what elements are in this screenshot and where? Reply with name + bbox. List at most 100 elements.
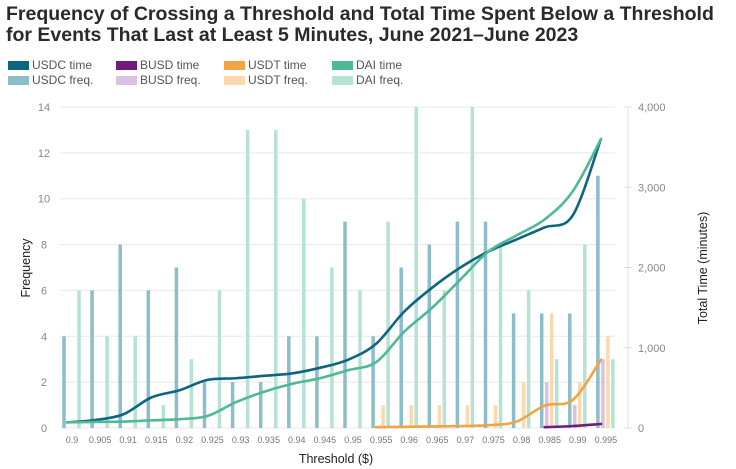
y-tick-label: 10 bbox=[38, 194, 50, 206]
legend-swatch bbox=[224, 75, 245, 85]
bar-usdc bbox=[596, 175, 600, 428]
bar-dai bbox=[611, 359, 615, 428]
y-tick-label: 12 bbox=[38, 148, 50, 160]
bar-usdc bbox=[62, 336, 66, 428]
bar-usdc bbox=[287, 336, 291, 428]
x-tick-label: 0.92 bbox=[176, 435, 194, 445]
line-dai-time bbox=[65, 137, 603, 424]
x-tick-label: 0.9 bbox=[66, 435, 79, 445]
x-tick-label: 0.955 bbox=[370, 435, 393, 445]
x-tick-label: 0.98 bbox=[513, 435, 531, 445]
legend-label: DAI time bbox=[356, 58, 403, 72]
bar-dai bbox=[217, 290, 222, 428]
bar-usdc bbox=[511, 313, 516, 428]
bar-usdc bbox=[427, 244, 432, 428]
bar-dai bbox=[583, 244, 587, 428]
legend-item: BUSD time bbox=[116, 58, 199, 72]
bar-usdt bbox=[381, 405, 385, 428]
bar-usdc bbox=[483, 221, 488, 428]
x-tick-label: 0.905 bbox=[89, 435, 112, 445]
y-tick-label: 4 bbox=[41, 331, 47, 343]
bar-usdc bbox=[146, 290, 151, 428]
legend-item: USDC time bbox=[8, 58, 92, 72]
y-tick-label: 2 bbox=[41, 377, 47, 389]
bar-busd bbox=[573, 405, 577, 428]
bar-usdc bbox=[539, 313, 544, 428]
legend-label: BUSD freq. bbox=[140, 73, 201, 87]
x-tick-label: 0.97 bbox=[457, 435, 475, 445]
bar-usdc bbox=[118, 244, 122, 428]
bar-usdt bbox=[606, 336, 610, 428]
bar-usdt bbox=[493, 405, 498, 428]
x-tick-label: 0.925 bbox=[201, 435, 224, 445]
legend-item: USDT freq. bbox=[224, 73, 308, 87]
x-tick-label: 0.935 bbox=[257, 435, 280, 445]
y2-tick-label: 3,000 bbox=[638, 182, 666, 194]
legend-item: USDC freq. bbox=[8, 73, 93, 87]
legend-label: USDT freq. bbox=[248, 73, 308, 87]
legend-swatch bbox=[116, 60, 137, 70]
bar-usdc bbox=[371, 336, 375, 428]
bar-dai bbox=[161, 405, 166, 428]
y2-axis-label: Total Time (minutes) bbox=[696, 212, 710, 325]
legend-swatch bbox=[224, 60, 245, 70]
bar-dai bbox=[273, 129, 278, 428]
bar-dai bbox=[133, 336, 137, 428]
y2-tick-label: 0 bbox=[638, 423, 644, 435]
legend-item: DAI freq. bbox=[332, 73, 403, 87]
x-tick-label: 0.945 bbox=[314, 435, 337, 445]
bar-usdt bbox=[409, 405, 413, 428]
legend-swatch bbox=[332, 75, 353, 85]
legend-label: USDC freq. bbox=[32, 73, 94, 87]
legend-item: DAI time bbox=[332, 58, 402, 72]
bar-usdc bbox=[343, 221, 347, 428]
line-usdc-time bbox=[65, 137, 603, 424]
bar-usdc bbox=[315, 336, 319, 428]
legend-label: DAI freq. bbox=[356, 73, 404, 87]
bar-dai bbox=[526, 290, 531, 428]
y2-tick-label: 1,000 bbox=[638, 343, 666, 355]
legend-swatch bbox=[8, 75, 29, 85]
x-tick-label: 0.95 bbox=[344, 435, 362, 445]
x-tick-label: 0.975 bbox=[482, 435, 505, 445]
bar-usdc bbox=[258, 382, 263, 428]
bar-dai bbox=[302, 198, 306, 428]
bar-usdc bbox=[90, 290, 94, 428]
y-tick-label: 6 bbox=[41, 285, 47, 297]
x-tick-label: 0.965 bbox=[426, 435, 449, 445]
bar-usdt bbox=[437, 405, 442, 428]
bar-usdc bbox=[399, 267, 403, 428]
y-tick-label: 0 bbox=[41, 423, 47, 435]
bar-dai bbox=[442, 290, 447, 428]
legend-swatch bbox=[332, 60, 353, 70]
bar-usdt bbox=[578, 382, 582, 428]
bar-dai bbox=[358, 290, 362, 428]
bar-usdc bbox=[202, 382, 207, 428]
y-axis-label: Frequency bbox=[19, 238, 33, 298]
x-tick-label: 0.96 bbox=[400, 435, 418, 445]
bar-usdt bbox=[549, 313, 554, 428]
bar-dai bbox=[245, 129, 250, 428]
legend-swatch bbox=[8, 60, 29, 70]
x-axis-label: Threshold ($) bbox=[299, 452, 373, 466]
bar-dai bbox=[386, 221, 390, 428]
line-busd-time bbox=[543, 422, 603, 429]
legend-item: USDT time bbox=[224, 58, 306, 72]
x-tick-label: 0.985 bbox=[538, 435, 561, 445]
legend-label: USDC time bbox=[32, 58, 93, 72]
bar-dai bbox=[554, 359, 559, 428]
x-tick-label: 0.915 bbox=[145, 435, 168, 445]
line-usdt-time bbox=[374, 358, 603, 429]
legend-swatch bbox=[116, 75, 137, 85]
x-tick-label: 0.91 bbox=[119, 435, 137, 445]
bar-dai bbox=[77, 290, 81, 428]
bar-dai bbox=[330, 267, 334, 428]
bar-busd bbox=[601, 359, 605, 428]
title-line-2: for Events That Last at Least 5 Minutes,… bbox=[6, 24, 579, 46]
legend-label: USDT time bbox=[248, 58, 307, 72]
bar-dai bbox=[189, 359, 194, 428]
y-tick-label: 8 bbox=[41, 240, 47, 252]
bar-usdt bbox=[521, 382, 526, 428]
x-tick-label: 0.94 bbox=[288, 435, 306, 445]
